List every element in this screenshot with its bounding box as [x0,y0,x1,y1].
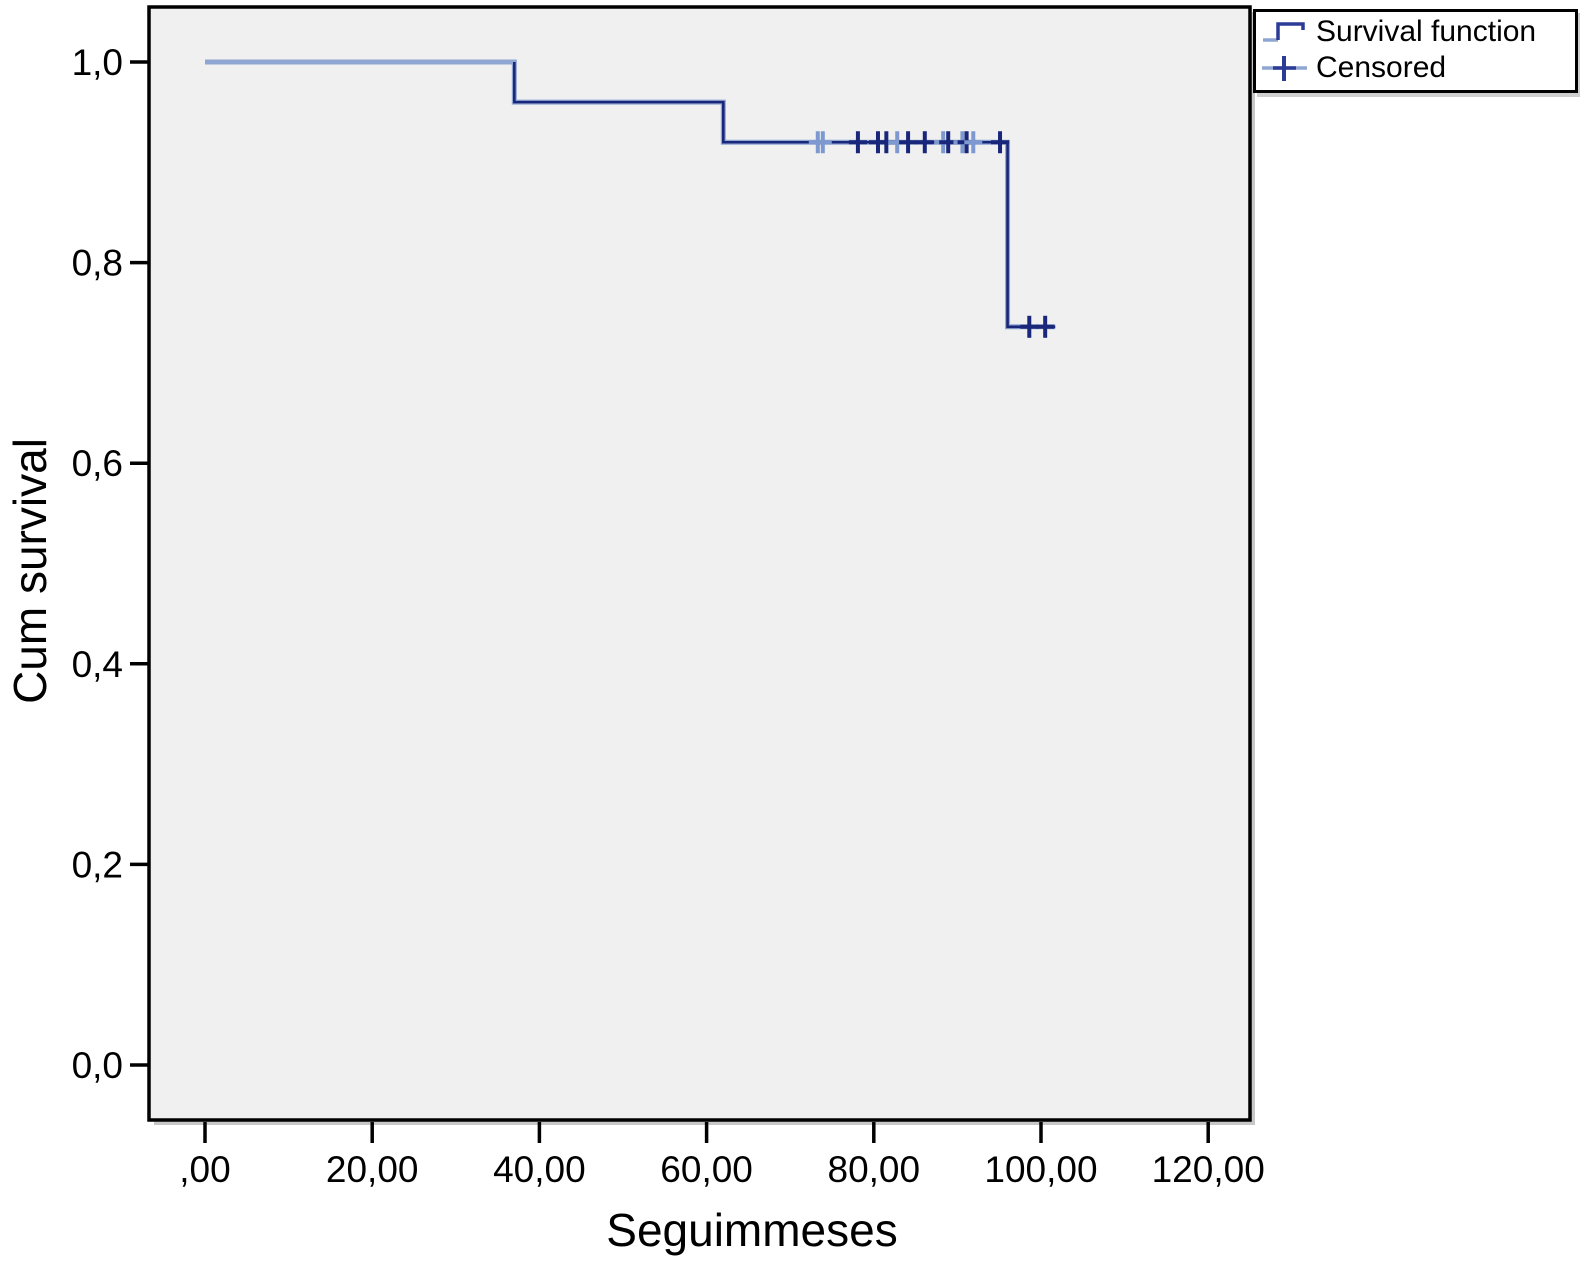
x-axis-title: Seguimmeses [606,1204,898,1256]
y-tick-label: 0,4 [72,644,123,685]
legend-item-censored: Censored [1260,50,1571,86]
plus-icon [1262,56,1307,81]
y-tick-label: 0,6 [72,443,123,484]
y-tick-label: 1,0 [72,42,123,83]
x-tick-label: 60,00 [660,1149,753,1190]
survival-curve [513,62,1056,329]
step-line-icon [1263,22,1305,42]
legend-label: Survival function [1316,15,1537,48]
x-tick-label: 20,00 [326,1149,419,1190]
x-tick-label: ,00 [179,1149,230,1190]
legend-item-survival-function: Survival function [1260,14,1571,50]
x-tick-label: 40,00 [493,1149,586,1190]
x-tick-label: 80,00 [828,1149,921,1190]
legend: Survival function Censored [1253,9,1578,93]
y-tick-label: 0,8 [72,243,123,284]
x-tick-label: 120,00 [1152,1149,1265,1190]
y-tick-label: 0,2 [72,844,123,885]
plot-background [147,5,1252,1122]
legend-label: Censored [1316,51,1447,84]
y-tick-label: 0,0 [72,1045,123,1086]
x-tick-label: 100,00 [984,1149,1097,1190]
y-axis-title: Cum survival [4,438,56,704]
